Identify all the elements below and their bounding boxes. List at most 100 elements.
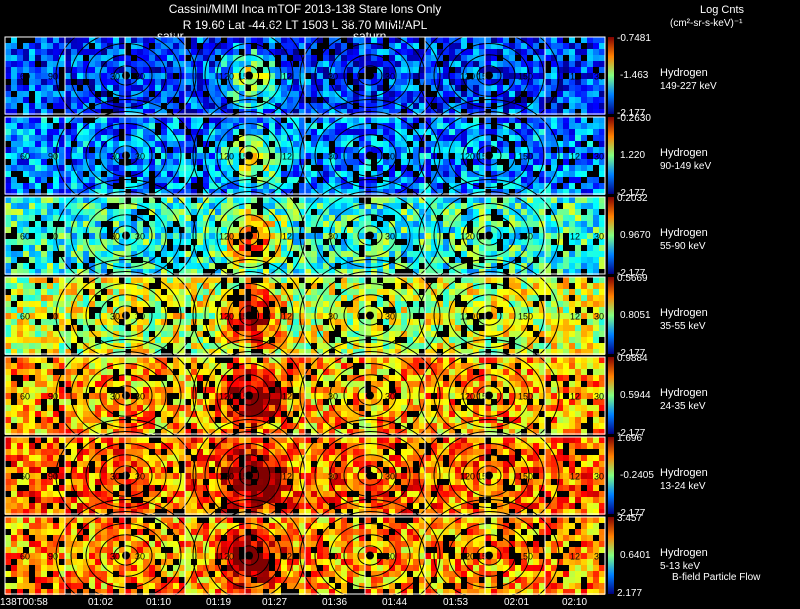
species-label: Hydrogen [660, 467, 708, 479]
svg-text:150: 150 [238, 312, 253, 322]
svg-text:30: 30 [328, 152, 338, 162]
svg-text:30: 30 [110, 312, 120, 322]
svg-text:30: 30 [385, 72, 395, 82]
panel-1: 609030301201501230301201501501230 [5, 20, 614, 132]
time-tick: 01:02 [88, 597, 113, 608]
species-label: Hydrogen [660, 147, 708, 159]
colorbar-min: 2.177 [617, 588, 642, 599]
svg-text:30: 30 [385, 152, 395, 162]
footnote: B-field Particle Flow [672, 572, 760, 583]
energy-label: 35-55 keV [660, 321, 706, 332]
svg-text:30: 30 [594, 72, 604, 82]
svg-text:90: 90 [48, 312, 58, 322]
energy-label: 149-227 keV [660, 81, 717, 92]
energy-label: 5-13 keV [660, 561, 700, 572]
colorbar-max: -0.2630 [617, 113, 651, 124]
svg-text:30: 30 [594, 312, 604, 322]
svg-text:60: 60 [20, 232, 30, 242]
svg-text:120: 120 [460, 72, 475, 82]
colorbar-mid: -1.463 [620, 70, 648, 81]
time-tick: 01:10 [146, 597, 171, 608]
species-label: Hydrogen [660, 547, 708, 559]
svg-text:12: 12 [282, 72, 292, 82]
colorbar-mid: 1.220 [620, 150, 645, 161]
colorbar-7 [608, 517, 614, 594]
energy-label: 55-90 keV [660, 241, 706, 252]
colorbar-mid: 0.8051 [620, 310, 651, 321]
svg-text:60: 60 [20, 152, 30, 162]
colorbar-mid: 0.5944 [620, 390, 651, 401]
time-tick: 02:01 [504, 597, 529, 608]
svg-text:120: 120 [460, 152, 475, 162]
energy-label: 24-35 keV [660, 401, 706, 412]
colorbar-max: 1.696 [617, 433, 642, 444]
svg-text:120: 120 [460, 312, 475, 322]
colorbar-4 [608, 277, 614, 354]
svg-text:120: 120 [460, 232, 475, 242]
colorbar-5 [608, 357, 614, 434]
svg-text:30: 30 [110, 152, 120, 162]
species-label: Hydrogen [660, 307, 708, 319]
svg-text:150: 150 [238, 232, 253, 242]
colorbar-max: 0.5669 [617, 273, 648, 284]
svg-text:30: 30 [328, 312, 338, 322]
svg-text:120: 120 [219, 232, 234, 242]
svg-text:30: 30 [135, 152, 145, 162]
panel-5: 609030301201501230301201501501230 [5, 340, 614, 452]
panel-3: 609030301201501230301201501501230 [5, 180, 614, 292]
svg-text:30: 30 [594, 152, 604, 162]
panel-2: 609030301201501230301201501501230 [5, 100, 614, 212]
svg-text:30: 30 [328, 232, 338, 242]
time-tick: 01:53 [443, 597, 468, 608]
svg-text:30: 30 [385, 312, 395, 322]
panel-6: 609030301201501230301201501501230 [5, 420, 614, 532]
energy-label: 90-149 keV [660, 161, 711, 172]
time-tick: 01:19 [206, 597, 231, 608]
svg-text:30: 30 [110, 72, 120, 82]
svg-text:60: 60 [20, 312, 30, 322]
svg-text:120: 120 [219, 152, 234, 162]
svg-text:30: 30 [135, 232, 145, 242]
colorbar-2 [608, 117, 614, 194]
energy-label: 13-24 keV [660, 481, 706, 492]
svg-text:30: 30 [110, 232, 120, 242]
colorbar-mid: 0.9670 [620, 230, 651, 241]
svg-text:30: 30 [594, 232, 604, 242]
colorbar-max: -0.7481 [617, 33, 651, 44]
colorbar-max: 3.457 [617, 513, 642, 524]
svg-text:150: 150 [518, 232, 533, 242]
colorbar-1 [608, 37, 614, 114]
species-label: Hydrogen [660, 227, 708, 239]
svg-text:150: 150 [518, 72, 533, 82]
svg-text:30: 30 [135, 72, 145, 82]
time-tick: 01:44 [382, 597, 407, 608]
colorbar-max: 0.9884 [617, 353, 648, 364]
time-tick: 02:10 [562, 597, 587, 608]
colorbar-mid: 0.6401 [620, 550, 651, 561]
svg-text:12: 12 [282, 152, 292, 162]
svg-text:12: 12 [570, 232, 580, 242]
species-label: Hydrogen [660, 387, 708, 399]
svg-text:90: 90 [48, 72, 58, 82]
svg-text:12: 12 [570, 312, 580, 322]
colorbar-mid: -0.2405 [620, 470, 654, 481]
colorbar-6 [608, 437, 614, 514]
svg-text:12: 12 [570, 152, 580, 162]
svg-text:60: 60 [20, 72, 30, 82]
time-tick: 01:36 [322, 597, 347, 608]
svg-text:12: 12 [282, 312, 292, 322]
svg-text:30: 30 [328, 72, 338, 82]
svg-text:150: 150 [518, 312, 533, 322]
svg-text:12: 12 [282, 232, 292, 242]
panel-7: 609030301201501230301201501501230 [5, 500, 614, 609]
svg-text:120: 120 [219, 72, 234, 82]
time-tick: 138T00:58 [0, 597, 48, 608]
colorbar-3 [608, 197, 614, 274]
svg-text:90: 90 [48, 232, 58, 242]
species-label: Hydrogen [660, 67, 708, 79]
svg-text:90: 90 [48, 152, 58, 162]
svg-text:12: 12 [570, 72, 580, 82]
colorbar-max: 0.2032 [617, 193, 648, 204]
svg-text:150: 150 [238, 152, 253, 162]
